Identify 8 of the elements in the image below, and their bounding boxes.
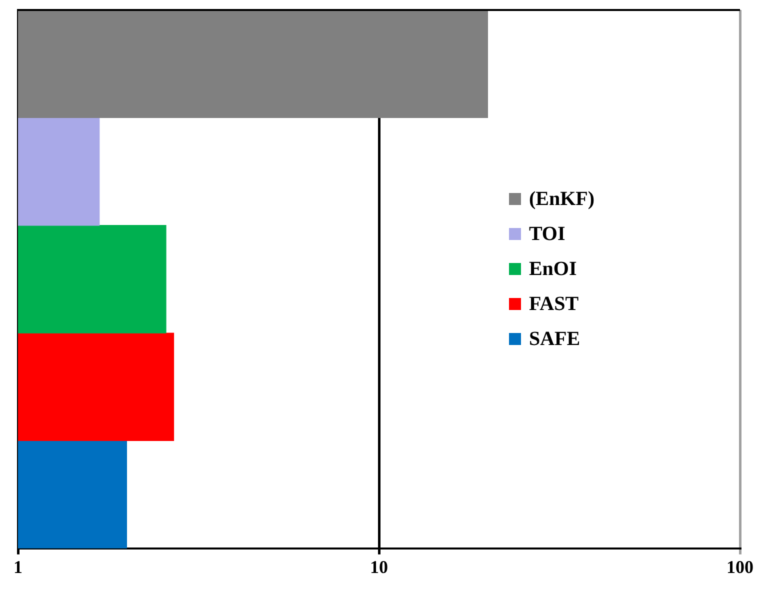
legend-label: SAFE bbox=[528, 328, 580, 351]
x-tick-label: 1 bbox=[14, 556, 22, 577]
x-tick-label: 100 bbox=[726, 556, 754, 577]
x-tick-label: 10 bbox=[370, 556, 388, 577]
legend-label: (EnKF) bbox=[528, 188, 595, 211]
legend-label: FAST bbox=[528, 292, 579, 316]
legend-label: EnOI bbox=[528, 258, 577, 281]
legend-label: TOI bbox=[528, 222, 566, 246]
